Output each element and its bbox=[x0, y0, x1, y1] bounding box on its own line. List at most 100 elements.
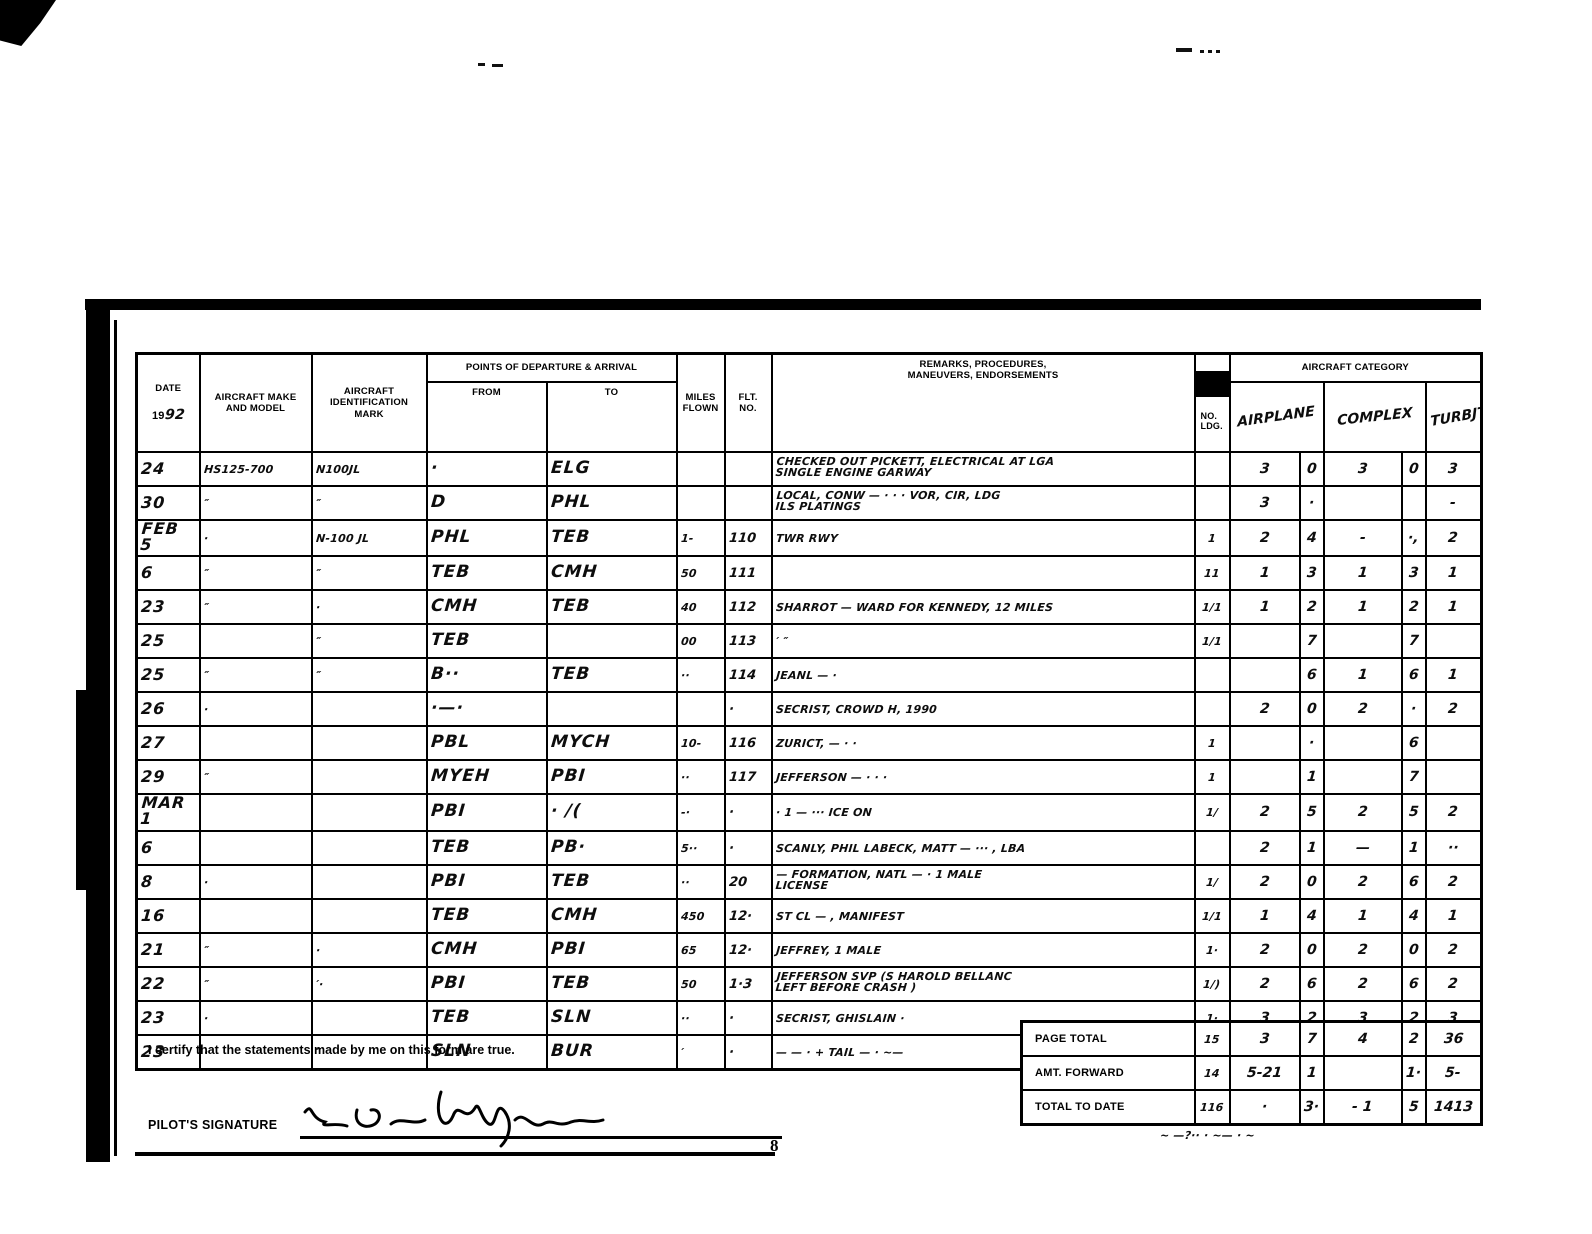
signature-line bbox=[300, 1136, 782, 1139]
bottom-scribble: ~ —?·· · ~— · ~ bbox=[1159, 1129, 1256, 1142]
cell-airplane-t: 0 bbox=[1298, 691, 1325, 728]
cell-turb: - bbox=[1424, 485, 1483, 521]
cell-to: TEB bbox=[545, 657, 678, 694]
cell-miles bbox=[675, 691, 726, 728]
cell-from: CMH bbox=[425, 589, 548, 626]
cell-airplane-t: 4 bbox=[1298, 897, 1325, 934]
cell-ldg: 1/1 bbox=[1193, 623, 1231, 660]
table-row: 16 TEB CMH 450 12· ST CL — , MANIFEST 1/… bbox=[135, 897, 1483, 934]
col-header-miles: MILES FLOWN bbox=[675, 352, 726, 453]
cell-date: 24 bbox=[135, 451, 201, 487]
cell-complex-t: 7 bbox=[1400, 623, 1427, 660]
table-row: 25 ″ ″ B·· TEB ·· 114 JEANL — · 6 1 6 1 bbox=[135, 657, 1483, 694]
cell-complex-t: 2 bbox=[1400, 589, 1427, 626]
cell-turb bbox=[1424, 759, 1483, 796]
cell-make: ″ bbox=[198, 931, 313, 968]
cell-ident bbox=[310, 691, 428, 728]
cell-turb: ·· bbox=[1424, 829, 1483, 866]
cell-to: SLN bbox=[545, 999, 678, 1036]
date-label: DATE bbox=[155, 383, 182, 395]
col-header-points: POINTS OF DEPARTURE & ARRIVAL bbox=[425, 352, 678, 383]
cell-date: 27 bbox=[135, 725, 201, 762]
cell-airplane-t: 3 bbox=[1298, 555, 1325, 592]
table-row: 6 ″ ″ TEB CMH 50 111 11 1 3 1 3 1 bbox=[135, 555, 1483, 592]
cell-airplane-t: 6 bbox=[1298, 965, 1325, 1002]
cell-complex-t: 7 bbox=[1400, 759, 1427, 796]
cell-miles: 65 bbox=[675, 931, 726, 968]
cell-miles bbox=[675, 485, 726, 521]
scan-dust bbox=[478, 63, 485, 66]
cell-ldg: 1 bbox=[1193, 725, 1231, 762]
cell-miles: ·· bbox=[675, 863, 726, 900]
totals-complex-h bbox=[1322, 1055, 1403, 1091]
cell-to: CMH bbox=[545, 555, 678, 592]
cell-ldg: 1/ bbox=[1193, 863, 1231, 900]
cell-make bbox=[198, 897, 313, 934]
cell-airplane-t: · bbox=[1298, 725, 1325, 762]
totals-row: PAGE TOTAL 15 3 7 4 2 36 bbox=[1020, 1020, 1483, 1057]
cell-ldg bbox=[1193, 657, 1231, 694]
cell-remarks: — FORMATION, NATL — · 1 MALE LICENSE bbox=[770, 863, 1196, 900]
cell-airplane-t: 1 bbox=[1298, 829, 1325, 866]
cell-to bbox=[545, 623, 678, 660]
pilot-signature-label: PILOT'S SIGNATURE bbox=[148, 1118, 278, 1132]
cell-to bbox=[545, 691, 678, 728]
cell-complex-t: 6 bbox=[1400, 965, 1427, 1002]
cell-from: D bbox=[425, 485, 548, 521]
cell-airplane-t: 0 bbox=[1298, 931, 1325, 968]
cell-date: 22 bbox=[135, 965, 201, 1002]
cell-to: · /( bbox=[545, 793, 678, 832]
cell-complex-t: 1 bbox=[1400, 829, 1427, 866]
cell-ident bbox=[310, 759, 428, 796]
cell-miles: 450 bbox=[675, 897, 726, 934]
totals-ldg: 14 bbox=[1193, 1055, 1231, 1091]
cell-remarks: ZURICT, — · · bbox=[770, 725, 1196, 762]
cell-ldg: 1/) bbox=[1193, 965, 1231, 1002]
cell-remarks: SCANLY, PHIL LABECK, MATT — ··· , LBA bbox=[770, 829, 1196, 866]
cell-airplane-t: 5 bbox=[1298, 793, 1325, 832]
scan-dust bbox=[492, 64, 503, 67]
cell-remarks: ′ ″ bbox=[770, 623, 1196, 660]
scan-corner-blob bbox=[0, 0, 56, 46]
bottom-rule bbox=[135, 1152, 775, 1156]
cell-complex-h: — bbox=[1322, 829, 1403, 866]
cell-miles: ′ bbox=[675, 1033, 726, 1071]
table-row: 23 ″ · CMH TEB 40 112 SHARROT — WARD FOR… bbox=[135, 589, 1483, 626]
cell-turb: 1 bbox=[1424, 657, 1483, 694]
table-row: 21 ″ · CMH PBI 65 12· JEFFREY, 1 MALE 1·… bbox=[135, 931, 1483, 968]
table-row: 25 ″ TEB 00 113 ′ ″ 1/1 7 7 bbox=[135, 623, 1483, 660]
cell-ident: N-100 JL bbox=[310, 518, 428, 558]
col-header-complex: COMPLEX bbox=[1322, 381, 1427, 453]
cell-ident bbox=[310, 999, 428, 1036]
cell-complex-h bbox=[1322, 725, 1403, 762]
totals-row: AMT. FORWARD 14 5-21 1 1· 5- bbox=[1020, 1055, 1483, 1091]
cell-remarks bbox=[770, 555, 1196, 592]
cell-ldg: 11 bbox=[1193, 555, 1231, 592]
scan-left-line bbox=[114, 320, 117, 1156]
cell-from: B·· bbox=[425, 657, 548, 694]
cell-complex-h bbox=[1322, 485, 1403, 521]
cell-date: 6 bbox=[135, 555, 201, 592]
cell-airplane-t: 2 bbox=[1298, 589, 1325, 626]
cell-complex-h: 1 bbox=[1322, 657, 1403, 694]
scan-left-blob bbox=[76, 690, 90, 890]
cell-ident: ″ bbox=[310, 485, 428, 521]
cell-ident bbox=[310, 725, 428, 762]
cell-remarks: CHECKED OUT PICKETT, ELECTRICAL AT LGA S… bbox=[770, 451, 1196, 487]
cell-from: ·—· bbox=[425, 691, 548, 728]
cell-make: · bbox=[198, 1033, 313, 1071]
cell-turb: 1 bbox=[1424, 555, 1483, 592]
totals-complex-t: 2 bbox=[1400, 1020, 1427, 1057]
totals-label: AMT. FORWARD bbox=[1020, 1055, 1196, 1091]
cell-remarks: JEANL — · bbox=[770, 657, 1196, 694]
cell-date: 25 bbox=[135, 623, 201, 660]
cell-from: TEB bbox=[425, 623, 548, 660]
table-row: 30 ″ ″ D PHL LOCAL, CONW — · · · VOR, CI… bbox=[135, 485, 1483, 521]
cell-ident: ″ bbox=[310, 1033, 428, 1071]
cell-flt: 116 bbox=[723, 725, 773, 762]
cell-complex-t: · bbox=[1400, 691, 1427, 728]
cell-airplane-t: 6 bbox=[1298, 657, 1325, 694]
col-header-remarks: REMARKS, PROCEDURES, MANEUVERS, ENDORSEM… bbox=[770, 352, 1196, 453]
cell-complex-t: 3 bbox=[1400, 555, 1427, 592]
cell-make: ″ bbox=[198, 657, 313, 694]
